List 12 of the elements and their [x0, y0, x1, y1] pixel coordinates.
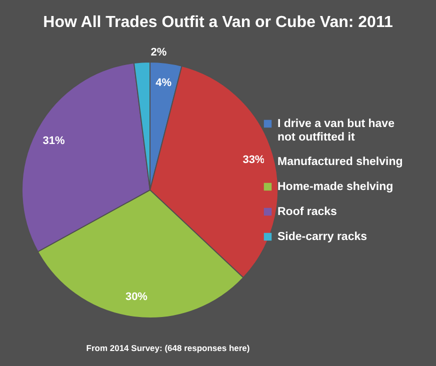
- text: From 2014 Survey: (648 responses here): [86, 343, 250, 353]
- legend-label: Side-carry racks: [278, 230, 368, 243]
- legend-label: Manufactured shelving: [278, 156, 403, 168]
- legend-label: Roof racks: [278, 206, 337, 218]
- data-label: 4%: [156, 76, 172, 89]
- data-label: 2%: [150, 46, 167, 58]
- data-label: 31%: [42, 134, 65, 147]
- legend-label: Home-made shelving: [278, 180, 394, 193]
- data-label: 30%: [125, 291, 148, 304]
- chart-title: How All Trades Outfit a Van or Cube Van: 2011: [43, 14, 393, 31]
- legend-label: I drive a van but have not outfitted it: [278, 118, 394, 144]
- data-label: 33%: [242, 154, 265, 166]
